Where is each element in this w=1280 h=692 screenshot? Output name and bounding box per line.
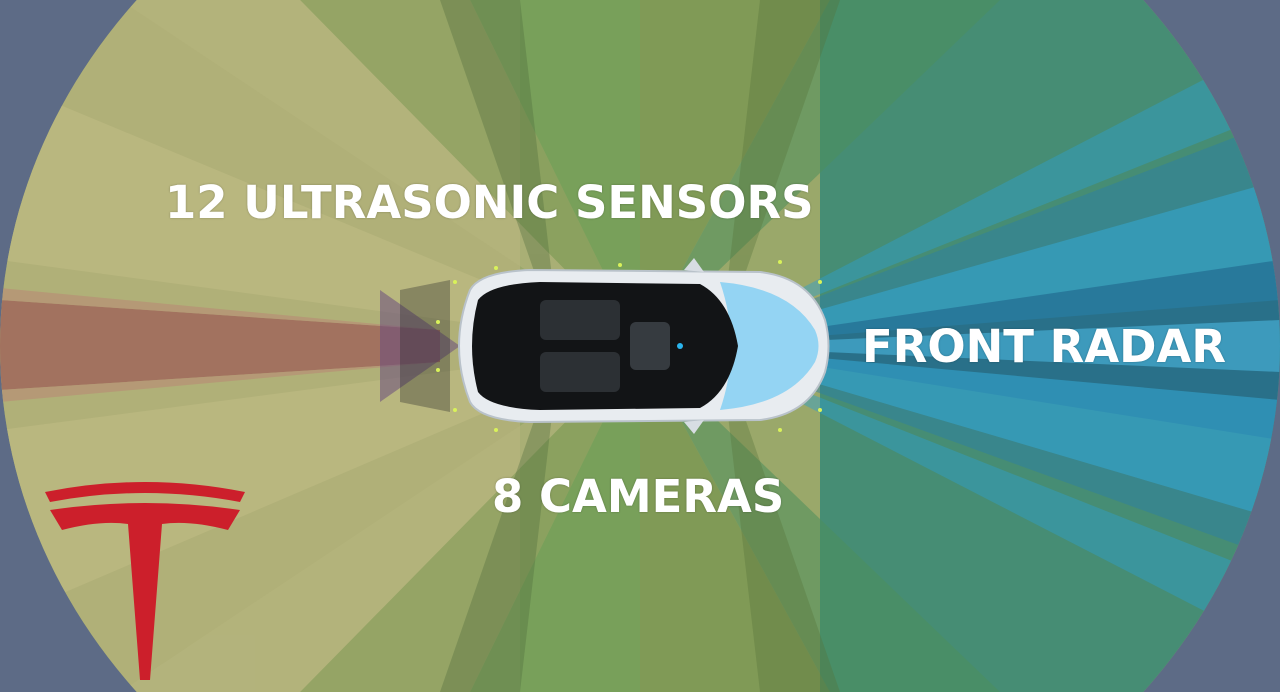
tesla-logo-icon [45, 482, 245, 680]
car-top-view-icon [458, 258, 830, 434]
ultrasonic-sensors-label: 12 ULTRASONIC SENSORS [165, 176, 814, 229]
cameras-label: 8 CAMERAS [492, 470, 785, 523]
radar-fields [690, 40, 1280, 650]
front-radar-label: FRONT RADAR [862, 320, 1226, 373]
camera-fields [0, 0, 1000, 692]
